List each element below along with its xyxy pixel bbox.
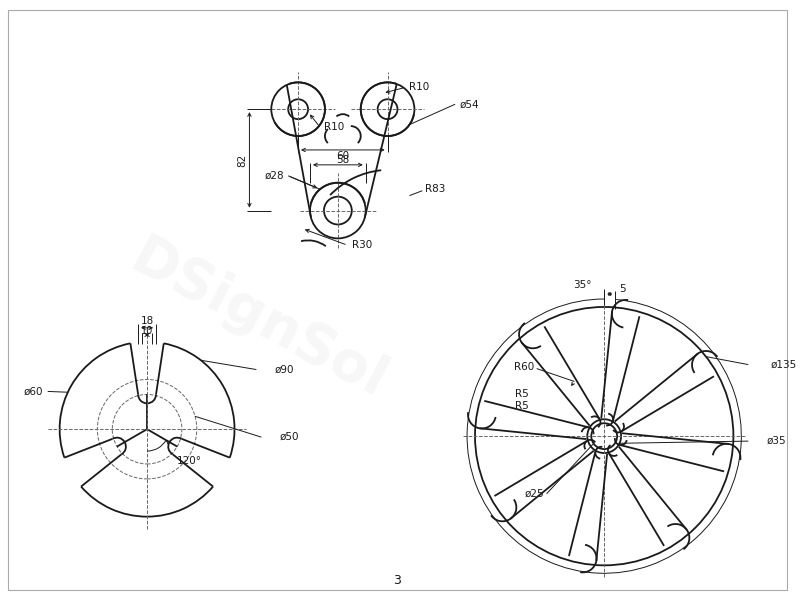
Text: 5: 5 [618,284,626,294]
Text: 10: 10 [141,326,154,336]
Text: ø60: ø60 [23,386,42,397]
Text: 18: 18 [141,316,154,326]
Text: R60: R60 [514,362,534,371]
Text: 58: 58 [336,155,350,165]
Text: R10: R10 [410,82,430,92]
Text: ø54: ø54 [459,99,478,109]
Text: R5: R5 [515,389,529,400]
Text: R30: R30 [352,241,372,250]
Text: R10: R10 [324,122,344,132]
Text: 3: 3 [394,574,402,587]
Text: R83: R83 [426,184,446,194]
Text: ø50: ø50 [279,432,298,442]
Text: ø90: ø90 [274,365,294,374]
Text: ø35: ø35 [766,436,786,446]
Text: 120°: 120° [176,456,202,466]
Text: ø135: ø135 [770,359,797,370]
Text: R5: R5 [515,401,529,412]
Text: DSignSol: DSignSol [122,230,395,410]
Text: 60: 60 [336,151,350,161]
Text: ø25: ø25 [525,489,545,499]
Text: ø28: ø28 [265,171,284,181]
Text: 35°: 35° [573,280,591,290]
Text: 82: 82 [238,153,247,167]
